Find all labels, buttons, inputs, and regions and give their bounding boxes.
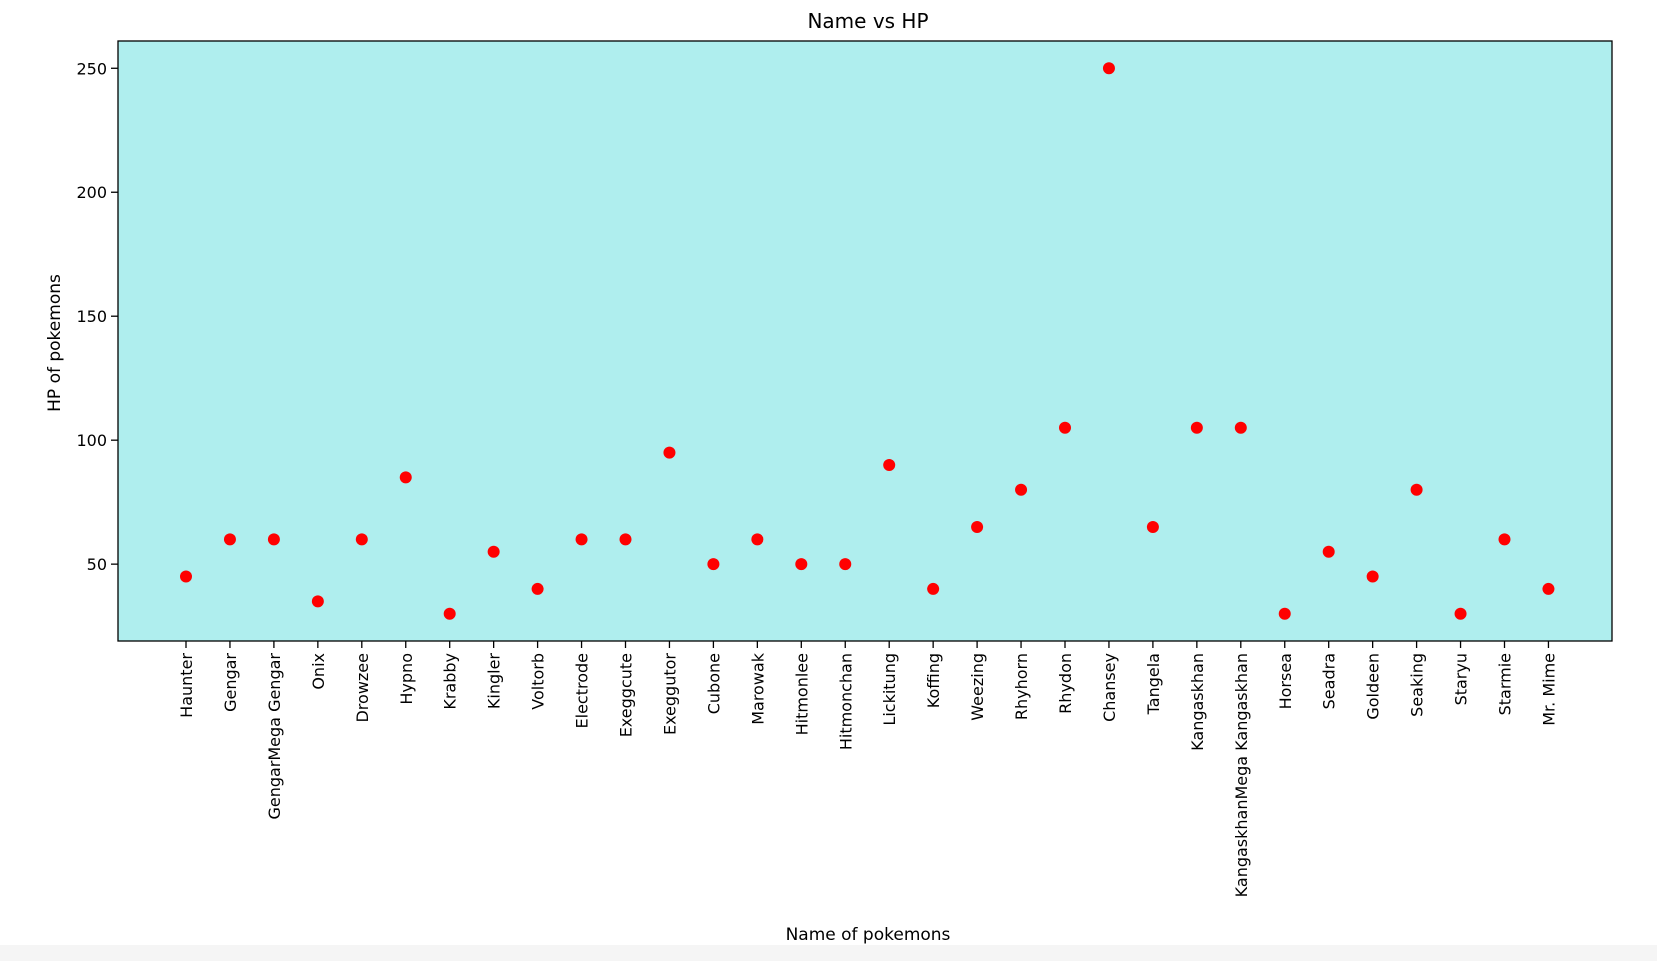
data-point <box>487 545 500 558</box>
data-point <box>1015 483 1028 496</box>
x-tick-label: Seadra <box>1320 653 1339 709</box>
x-tick-label: Kangaskhan <box>1188 653 1207 751</box>
x-tick-label: Gengar <box>221 653 240 712</box>
x-tick-label: Goldeen <box>1364 653 1383 720</box>
y-axis: 50 100 150 200 250 <box>76 59 118 574</box>
bottom-bar <box>0 945 1657 961</box>
data-point <box>1190 421 1203 434</box>
plot-area <box>117 40 1613 642</box>
data-point <box>619 533 632 546</box>
x-tick-label: Hypno <box>397 653 416 705</box>
data-point <box>399 471 412 484</box>
x-tick-label: Electrode <box>573 653 592 728</box>
x-axis: Haunter Gengar GengarMega Gengar Onix Drowze… <box>177 641 1558 897</box>
y-tick-label: 250 <box>76 59 107 78</box>
data-point <box>1059 421 1071 434</box>
x-tick-label: Starmie <box>1496 653 1515 715</box>
data-point <box>883 458 896 471</box>
x-tick-label: Onix <box>309 653 328 690</box>
data-point <box>927 582 940 595</box>
data-point <box>1146 520 1159 533</box>
y-tick-label: 150 <box>76 307 107 326</box>
y-tick-label: 100 <box>76 431 107 450</box>
x-tick-label: Hitmonlee <box>792 653 811 735</box>
x-tick-label: Koffing <box>924 653 943 708</box>
x-tick-label: Voltorb <box>529 653 548 710</box>
data-point <box>1322 545 1335 558</box>
data-point <box>1366 570 1379 583</box>
data-points <box>180 62 1555 620</box>
data-point <box>1234 421 1247 434</box>
x-axis-label: Name of pokemons <box>786 925 951 945</box>
data-point <box>971 520 984 533</box>
x-tick-label: GengarMega Gengar <box>265 653 284 820</box>
x-tick-label: Krabby <box>441 653 460 710</box>
data-point <box>311 595 324 608</box>
x-tick-label: Kingler <box>485 653 504 710</box>
data-point <box>1498 533 1511 546</box>
x-tick-label: Mr. Mime <box>1539 653 1558 726</box>
data-point <box>267 533 280 546</box>
x-tick-label: Staryu <box>1452 653 1471 705</box>
data-point <box>795 558 808 571</box>
chart-title: Name vs HP <box>807 9 928 33</box>
data-point <box>1454 607 1467 620</box>
x-tick-label: Weezing <box>968 653 987 721</box>
data-point <box>839 558 852 571</box>
x-tick-label: Rhydon <box>1056 653 1075 714</box>
data-point <box>751 533 764 546</box>
data-point <box>707 558 720 571</box>
x-tick-label: Cubone <box>704 653 723 714</box>
x-tick-label: Chansey <box>1100 653 1119 722</box>
x-tick-label: KangaskhanMega Kangaskhan <box>1232 653 1251 897</box>
data-point <box>355 533 368 546</box>
x-tick-label: Haunter <box>177 653 196 718</box>
y-tick-label: 50 <box>87 555 107 574</box>
x-tick-label: Seaking <box>1408 653 1427 717</box>
data-point <box>1542 582 1555 595</box>
y-tick-label: 200 <box>76 183 107 202</box>
data-point <box>1278 607 1291 620</box>
data-point <box>663 446 676 459</box>
y-axis-label: HP of pokemons <box>45 274 65 412</box>
x-tick-label: Marowak <box>748 652 767 725</box>
data-point <box>1102 62 1115 75</box>
data-point <box>223 533 236 546</box>
data-point <box>531 582 544 595</box>
x-tick-label: Rhyhorn <box>1012 653 1031 720</box>
x-tick-label: Lickitung <box>880 653 899 726</box>
data-point <box>180 570 192 583</box>
x-tick-label: Horsea <box>1276 653 1295 709</box>
x-tick-label: Tangela <box>1144 653 1163 715</box>
x-tick-label: Exeggcute <box>617 653 636 737</box>
x-tick-label: Exeggutor <box>660 653 679 735</box>
data-point <box>443 607 456 620</box>
data-point <box>575 533 588 546</box>
x-tick-label: Drowzee <box>353 653 372 723</box>
x-tick-label: Hitmonchan <box>836 653 855 750</box>
data-point <box>1410 483 1423 496</box>
